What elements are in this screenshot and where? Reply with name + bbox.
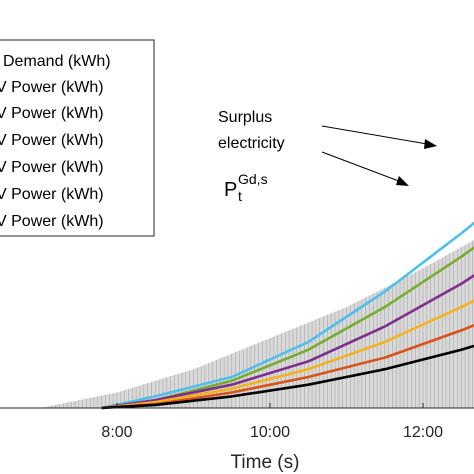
series-line-2 xyxy=(101,246,474,410)
legend-entry-demand: Demand (kWh) xyxy=(3,53,111,70)
series-line-1 xyxy=(101,221,474,410)
plot-area xyxy=(40,221,474,410)
annotation-p-main: P xyxy=(224,179,237,201)
annotation-p-subscript: t xyxy=(238,188,242,204)
x-tick-label: 10:00 xyxy=(250,424,290,441)
annotations: Surplus electricity P Gd,s t xyxy=(218,109,437,204)
annotation-arrowhead-1 xyxy=(424,139,437,149)
annotation-surplus-line2: electricity xyxy=(218,135,285,152)
legend-entry-power-1: V Power (kWh) xyxy=(0,79,104,96)
annotation-surplus-line1: Surplus xyxy=(218,109,272,126)
annotation-arrowhead-2 xyxy=(396,176,409,186)
x-axis-title: Time (s) xyxy=(231,452,300,473)
legend-entry-power-2: V Power (kWh) xyxy=(0,105,104,122)
series-line-5 xyxy=(101,323,474,410)
series-line-3 xyxy=(101,273,474,410)
legend-entry-power-6: V Power (kWh) xyxy=(0,213,104,230)
x-tick-label: 8:00 xyxy=(101,424,132,441)
legend-entry-power-3: V Power (kWh) xyxy=(0,132,104,149)
legend-box xyxy=(0,39,155,237)
x-tick-label: 12:00 xyxy=(403,424,443,441)
series-line-6 xyxy=(101,344,474,410)
annotation-p-symbol: P xyxy=(224,179,237,201)
annotation-arrow-2 xyxy=(321,151,405,184)
series-layer xyxy=(101,221,474,410)
annotation-p-superscript: Gd,s xyxy=(238,171,268,187)
legend-entry-power-4: V Power (kWh) xyxy=(0,159,104,176)
legend: Demand (kWh) V Power (kWh) V Power (kWh)… xyxy=(0,39,155,237)
legend-entry-power-5: V Power (kWh) xyxy=(0,186,104,203)
series-line-4 xyxy=(101,299,474,410)
annotation-arrow-1 xyxy=(321,125,434,146)
